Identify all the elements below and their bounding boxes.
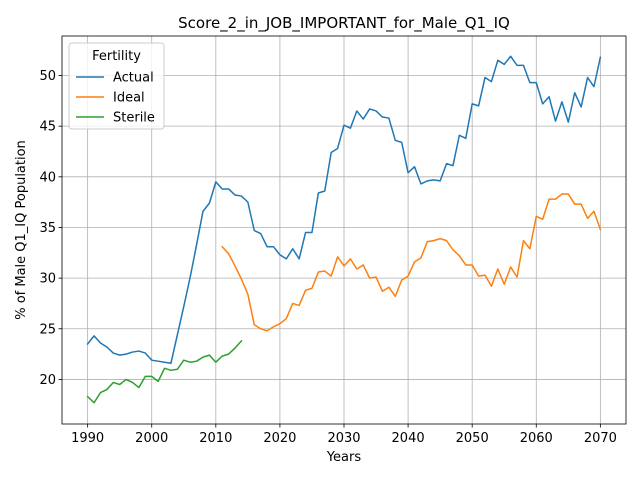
series-line-actual <box>86 55 602 364</box>
x-tick-label: 1990 <box>71 431 104 446</box>
x-tick-label: 2030 <box>327 431 360 446</box>
y-tick-label: 20 <box>39 373 56 388</box>
x-tick-label: 2040 <box>392 431 425 446</box>
legend-box <box>68 42 165 130</box>
legend: Fertility Actual Ideal Sterile <box>68 42 165 130</box>
y-tick-label: 50 <box>39 69 56 84</box>
y-tick-label: 25 <box>39 322 56 337</box>
legend-label-sterile: Sterile <box>113 111 155 126</box>
axis-ticks: 1990 2000 2010 2020 2030 2040 2050 2060 2070 20 25… <box>39 69 616 446</box>
legend-label-actual: Actual <box>113 71 154 86</box>
legend-label-ideal: Ideal <box>113 91 145 106</box>
y-tick-label: 35 <box>39 221 56 236</box>
legend-title: Fertility <box>92 49 141 64</box>
series-line-sterile <box>86 339 243 404</box>
y-tick-label: 30 <box>39 272 56 287</box>
x-tick-label: 2050 <box>456 431 489 446</box>
x-axis-label: Years <box>326 450 362 465</box>
y-tick-label: 45 <box>39 120 56 135</box>
y-tick-label: 40 <box>39 170 56 185</box>
legend-items: Actual Ideal Sterile <box>76 71 155 126</box>
x-tick-label: 2010 <box>199 431 232 446</box>
x-tick-label: 2020 <box>263 431 296 446</box>
y-axis-label: % of Male Q1_IQ Population <box>14 140 29 320</box>
series-lines <box>86 55 602 404</box>
x-tick-label: 2070 <box>584 431 617 446</box>
series-line-ideal <box>221 193 602 332</box>
x-tick-label: 2060 <box>520 431 553 446</box>
chart-title: Score_2_in_JOB_IMPORTANT_for_Male_Q1_IQ <box>178 14 510 33</box>
x-tick-label: 2000 <box>135 431 168 446</box>
